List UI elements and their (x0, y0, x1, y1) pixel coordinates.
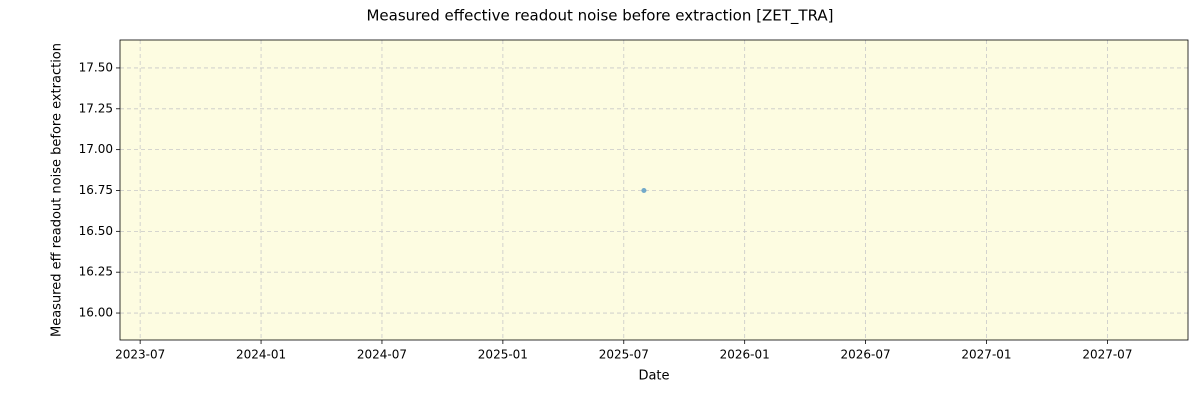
x-tick-label: 2027-01 (961, 348, 1011, 362)
x-tick-label: 2027-07 (1082, 348, 1132, 362)
x-tick-label: 2024-07 (357, 348, 407, 362)
y-tick-label: 16.00 (79, 306, 113, 320)
x-axis-label: Date (638, 369, 669, 384)
plot-area (120, 40, 1188, 340)
y-tick-label: 17.50 (79, 60, 113, 74)
y-tick-label: 16.75 (79, 183, 113, 197)
y-tick-label: 17.00 (79, 142, 113, 156)
chart-title: Measured effective readout noise before … (366, 7, 833, 26)
y-tick-label: 16.25 (79, 265, 113, 279)
plot-frame (119, 39, 1189, 341)
x-tick-label: 2025-01 (478, 348, 528, 362)
y-tick-label: 17.25 (79, 101, 113, 115)
x-tick-label: 2025-07 (599, 348, 649, 362)
x-tick-label: 2026-07 (841, 348, 891, 362)
x-tick-label: 2023-07 (115, 348, 165, 362)
y-tick-label: 16.50 (79, 224, 113, 238)
data-point (641, 187, 647, 193)
x-tick-label: 2026-01 (720, 348, 770, 362)
y-axis-label: Measured eff readout noise before extrac… (50, 43, 65, 337)
x-tick-label: 2024-01 (236, 348, 286, 362)
